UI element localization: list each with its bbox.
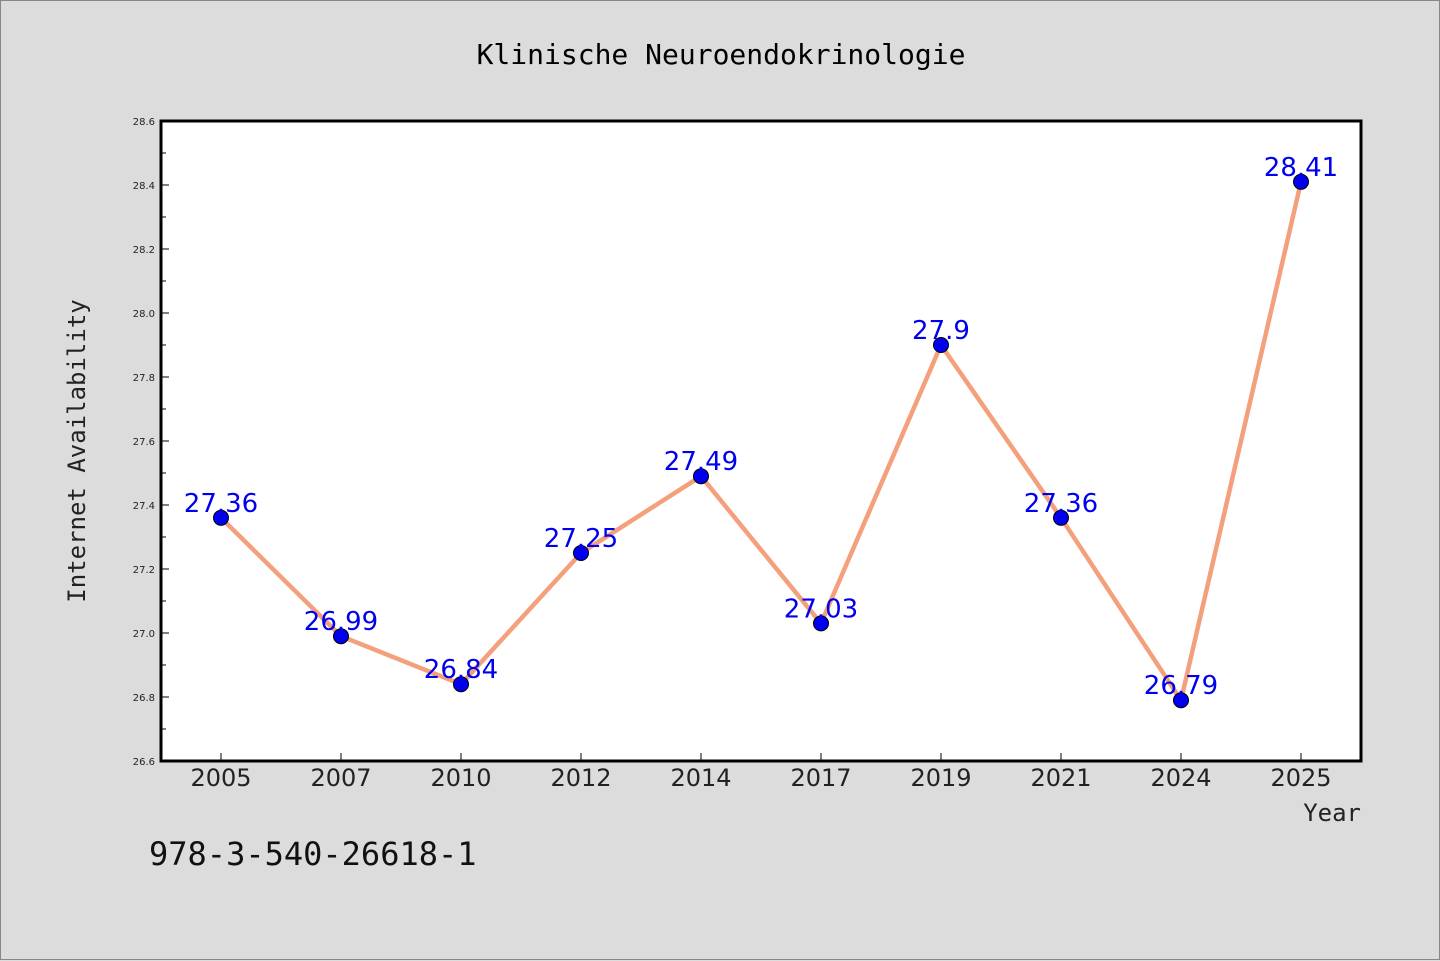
data-label: 27.03 (784, 594, 858, 624)
data-point (573, 545, 589, 561)
y-tick-label: 27.6 (133, 437, 155, 448)
y-tick-label: 27.0 (133, 629, 155, 640)
data-label-group: 27.36 26.99 26.84 27.25 27.49 27.03 27.9 27.36 2… (184, 153, 1338, 701)
series-line (219, 181, 1304, 703)
data-point (333, 628, 349, 645)
y-tick-label: 27.8 (133, 373, 155, 384)
data-label: 28.41 (1264, 153, 1338, 183)
x-axis-ticks: 2005 2007 2010 2012 2014 2017 2019 2021 2024 2025 (190, 753, 1332, 792)
data-label: 26.79 (1144, 671, 1218, 701)
data-label: 27.49 (664, 447, 738, 477)
series-line-group (213, 173, 1309, 709)
x-tick-label: 2012 (550, 764, 611, 792)
data-point (1173, 692, 1189, 709)
x-axis-label: Year (1303, 799, 1361, 827)
x-tick-label: 2017 (790, 764, 851, 792)
x-tick-label: 2014 (670, 764, 731, 792)
data-point (933, 337, 949, 353)
x-tick-label: 2021 (1030, 764, 1091, 792)
data-label: 27.9 (912, 316, 970, 346)
isbn-text: 978-3-540-26618-1 (149, 835, 477, 873)
data-label: 26.84 (424, 655, 498, 685)
x-tick-label: 2025 (1270, 764, 1331, 792)
data-point (1053, 509, 1069, 526)
y-tick-label: 28.2 (133, 245, 155, 256)
data-label: 26.99 (304, 607, 378, 637)
y-tick-label: 26.6 (133, 757, 155, 768)
data-label: 27.36 (184, 489, 258, 519)
y-tick-label: 28.4 (133, 181, 155, 192)
y-tick-label: 28.6 (133, 117, 155, 128)
chart-title: Klinische Neuroendokrinologie (477, 38, 966, 71)
data-point (1293, 173, 1309, 190)
x-tick-label: 2005 (190, 764, 251, 792)
data-point (453, 676, 469, 693)
data-point (693, 468, 709, 485)
x-tick-label: 2007 (310, 764, 371, 792)
data-label: 27.36 (1024, 489, 1098, 519)
y-axis-label: Internet Availability (63, 299, 91, 602)
y-tick-label: 27.2 (133, 565, 155, 576)
y-tick-label: 27.4 (133, 501, 155, 512)
plot-area (159, 119, 1363, 763)
y-tick-label: 26.8 (133, 693, 155, 704)
data-label: 27.25 (544, 524, 618, 554)
x-tick-label: 2024 (1150, 764, 1211, 792)
y-tick-label: 28.0 (133, 309, 155, 320)
x-tick-label: 2019 (910, 764, 971, 792)
data-point (213, 509, 229, 526)
x-tick-label: 2010 (430, 764, 491, 792)
data-point (813, 615, 829, 632)
y-axis-ticks: 26.6 26.8 27.0 27.2 27.4 27.6 27.8 28.0 28.2 28.4… (133, 117, 169, 768)
